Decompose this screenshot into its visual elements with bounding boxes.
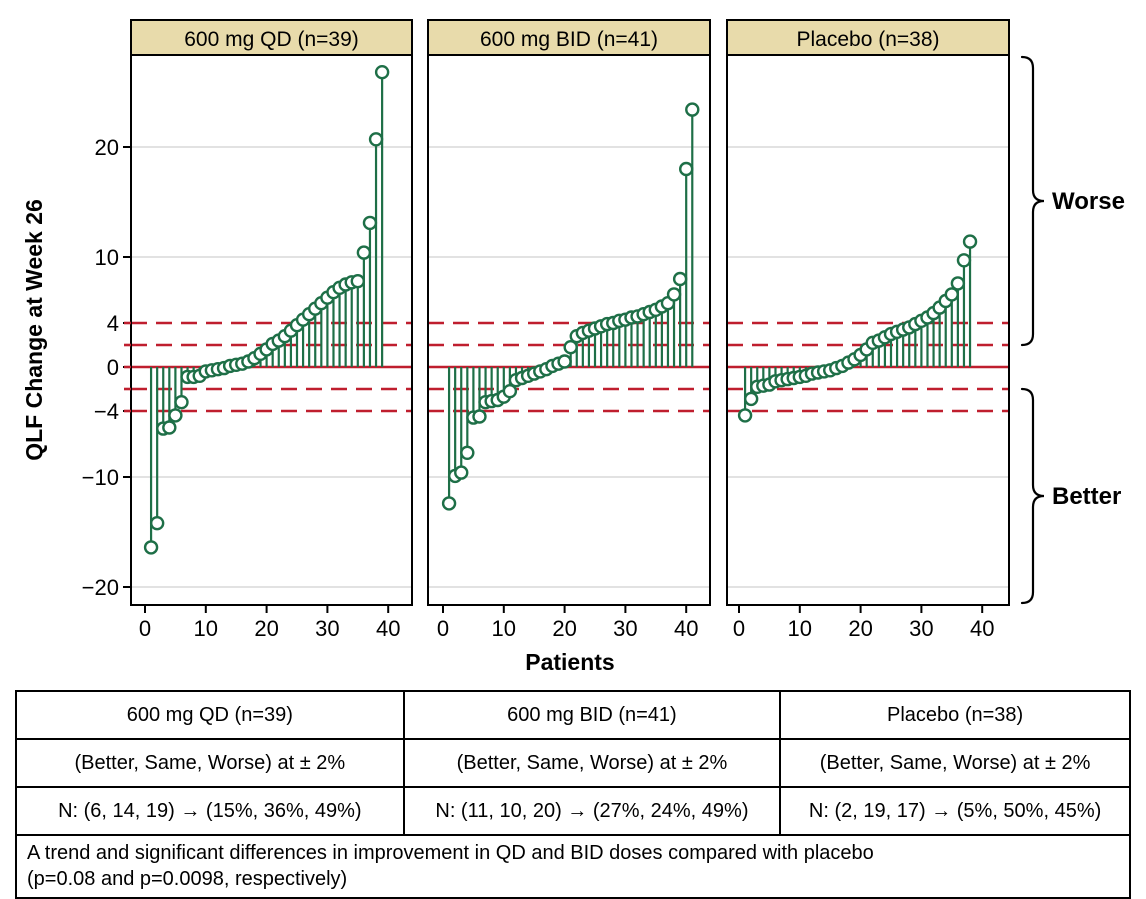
table-cell-bid-header: 600 mg BID (n=41) [402, 690, 782, 740]
x-tick-label: 10 [788, 616, 812, 641]
data-point [557, 354, 572, 369]
y-tick-label: 0 [107, 355, 119, 380]
x-tick-label: 30 [315, 616, 339, 641]
y-tick-label: −20 [82, 575, 119, 600]
x-axis-ticks: 0 10 20 30 40 [437, 605, 698, 641]
data-point [356, 245, 372, 260]
data-point [962, 234, 978, 249]
data-point [168, 408, 183, 423]
worse-label: Worse [1052, 188, 1125, 215]
panel-border [427, 54, 711, 606]
footnote-line-2: (p=0.08 and p=0.0098, respectively) [27, 868, 348, 891]
table-cell-bid-result: N: (11, 10, 20) → (27%, 24%, 49%) [402, 786, 782, 836]
chart-panel-qd: 600 mg QD (n=39) 0 10 20 30 40 [130, 19, 413, 641]
table-footnote-row: A trend and significant differences in i… [15, 834, 1131, 899]
data-point [743, 391, 759, 407]
x-tick-label: 10 [492, 616, 516, 641]
table-cell-placebo-header: Placebo (n=38) [779, 690, 1131, 740]
x-tick-label: 30 [613, 616, 637, 641]
table-header-row: 600 mg QD (n=39) 600 mg BID (n=41) Place… [15, 690, 1131, 740]
panel-title: Placebo (n=38) [796, 28, 939, 51]
data-point [679, 161, 694, 177]
data-point [350, 274, 365, 289]
y-tick-label: −4 [94, 399, 119, 424]
table-cell-bid-criteria: (Better, Same, Worse) at ± 2% [402, 738, 782, 788]
data-point [149, 516, 165, 531]
panel-header [130, 19, 413, 56]
panel-background [727, 55, 1009, 605]
table-cell-placebo-criteria: (Better, Same, Worse) at ± 2% [779, 738, 1131, 788]
x-tick-label: 40 [674, 616, 698, 641]
x-tick-label: 40 [970, 616, 994, 641]
x-tick-label: 0 [437, 616, 449, 641]
worse-brace [1020, 55, 1045, 347]
panel-title: 600 mg QD (n=39) [184, 28, 359, 51]
data-point [454, 465, 469, 480]
chart-panel-placebo: Placebo (n=38) 0 10 20 30 40 [726, 19, 1010, 641]
table-cell-qd-result: N: (6, 14, 19) → (15%, 36%, 49%) [15, 786, 405, 836]
x-tick-label: 20 [254, 616, 278, 641]
data-point [502, 384, 518, 399]
table-results-row: N: (6, 14, 19) → (15%, 36%, 49%) N: (11,… [15, 786, 1131, 836]
y-tick-label: 20 [95, 135, 119, 160]
x-axis-ticks: 0 10 20 30 40 [733, 605, 994, 641]
data-point [666, 287, 682, 302]
data-point [174, 395, 189, 410]
data-point [472, 409, 487, 424]
x-tick-label: 0 [139, 616, 151, 641]
table-cell-qd-header: 600 mg QD (n=39) [15, 690, 405, 740]
panel-border [726, 54, 1010, 606]
data-point [672, 271, 688, 287]
data-point [737, 408, 753, 423]
x-tick-label: 40 [376, 616, 400, 641]
data-point [956, 253, 972, 268]
data-point [362, 215, 378, 231]
y-tick-label: −10 [82, 465, 119, 490]
table-footnote-cell: A trend and significant differences in i… [15, 834, 1131, 899]
footnote-line-1: A trend and significant differences in i… [27, 842, 874, 864]
x-axis-ticks: 0 10 20 30 40 [139, 605, 400, 641]
x-tick-label: 20 [848, 616, 872, 641]
table-cell-qd-criteria: (Better, Same, Worse) at ± 2% [15, 738, 405, 788]
x-tick-label: 20 [552, 616, 576, 641]
data-point [143, 540, 159, 555]
x-axis-title: Patients [525, 649, 614, 675]
x-tick-label: 10 [194, 616, 218, 641]
table-criteria-row: (Better, Same, Worse) at ± 2% (Better, S… [15, 738, 1131, 788]
y-tick-label: 10 [95, 245, 119, 270]
summary-table: 600 mg QD (n=39) 600 mg BID (n=41) Place… [15, 690, 1131, 899]
data-point [162, 420, 177, 435]
data-point [374, 64, 390, 80]
summary-table-container: 600 mg QD (n=39) 600 mg BID (n=41) Place… [15, 690, 1131, 899]
chart-panel-bid: 600 mg BID (n=41) 0 10 20 30 40 [427, 19, 711, 641]
better-label: Better [1052, 483, 1121, 510]
data-point [685, 102, 700, 117]
panel-title: 600 mg BID (n=41) [480, 28, 658, 51]
better-brace [1020, 387, 1045, 605]
data-point [460, 445, 475, 460]
panel-header [726, 19, 1010, 56]
y-axis: 20 10 4 0 −4 −10 −20 [82, 135, 131, 600]
panel-border [130, 54, 413, 606]
table-cell-placebo-result: N: (2, 19, 17) → (5%, 50%, 45%) [779, 786, 1131, 836]
x-tick-label: 30 [909, 616, 933, 641]
x-tick-label: 0 [733, 616, 745, 641]
data-point [950, 276, 966, 291]
data-point [441, 496, 457, 511]
data-point [368, 132, 384, 147]
y-tick-label: 4 [107, 311, 119, 336]
y-axis-title: QLF Change at Week 26 [21, 199, 47, 461]
